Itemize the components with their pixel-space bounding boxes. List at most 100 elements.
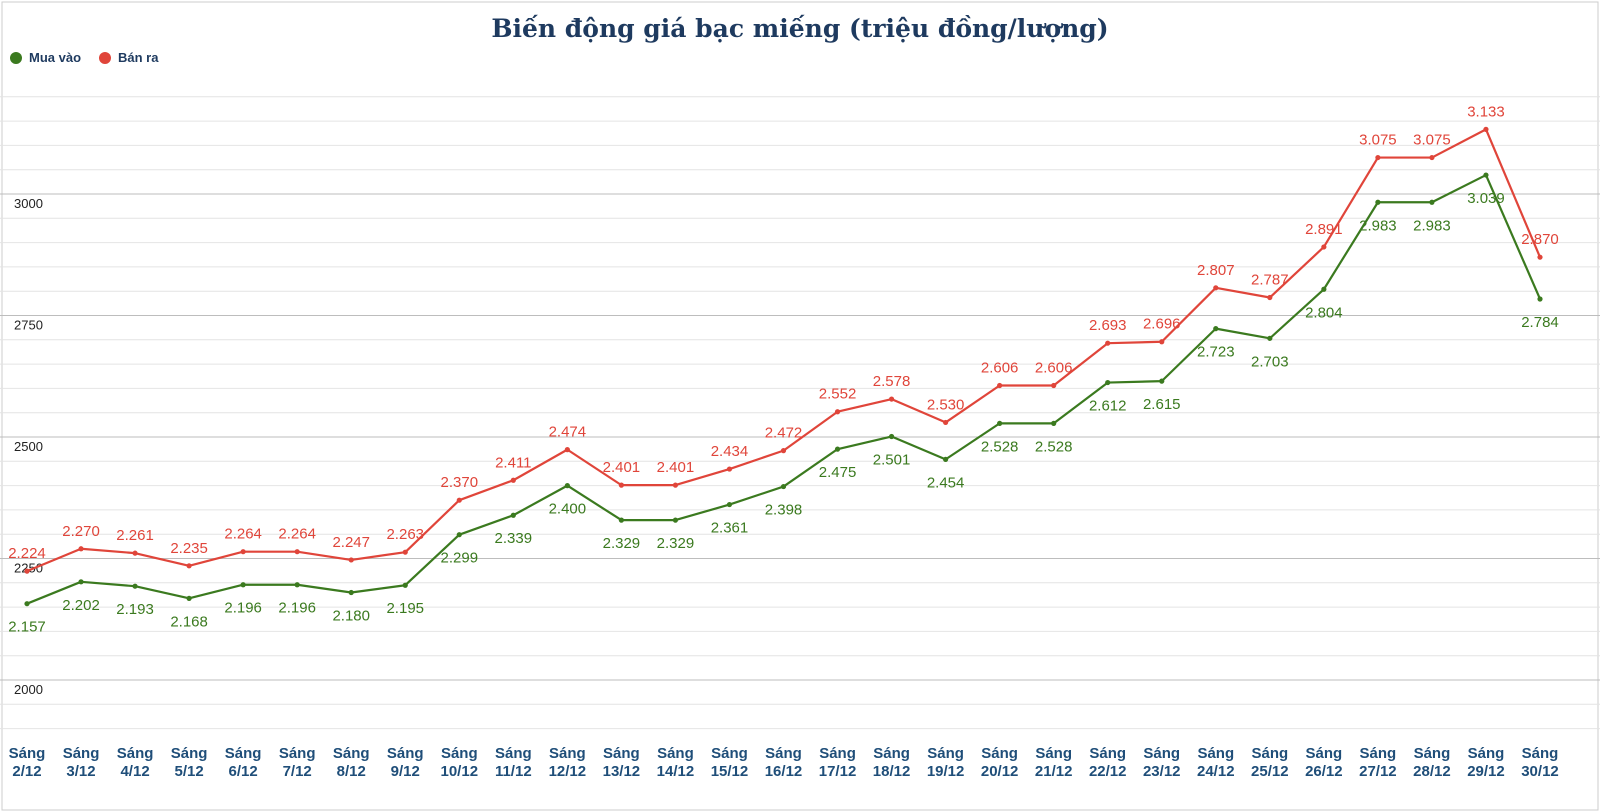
data-point xyxy=(24,601,30,607)
data-point xyxy=(672,482,679,488)
data-point xyxy=(1429,199,1435,205)
x-tick-label: Sáng xyxy=(1468,745,1505,762)
data-label: 2.784 xyxy=(1521,314,1559,331)
data-point xyxy=(402,582,408,588)
data-point xyxy=(564,447,570,453)
x-tick-label: 16/12 xyxy=(765,763,803,780)
data-point xyxy=(618,482,624,488)
data-label: 2.501 xyxy=(873,452,911,469)
x-tick-label: Sáng xyxy=(171,745,208,762)
y-tick-label: 2500 xyxy=(14,439,43,454)
data-label: 2.434 xyxy=(711,443,749,460)
data-point xyxy=(1051,420,1057,426)
data-point xyxy=(348,589,354,596)
x-tick-label: Sáng xyxy=(495,745,532,762)
x-tick-label: Sáng xyxy=(603,745,640,762)
x-tick-label: Sáng xyxy=(1089,745,1126,762)
data-point xyxy=(997,420,1003,426)
x-tick-label: 8/12 xyxy=(337,763,366,780)
x-tick-label: Sáng xyxy=(1197,745,1234,762)
y-tick-label: 3000 xyxy=(14,196,43,211)
legend-item-mua-vao[interactable]: Mua vào xyxy=(10,50,81,65)
data-point xyxy=(240,549,246,555)
data-label: 2.606 xyxy=(1035,359,1073,376)
data-label: 2.329 xyxy=(657,535,695,552)
data-point xyxy=(1537,296,1543,302)
data-label: 2.202 xyxy=(62,597,100,614)
x-tick-label: Sáng xyxy=(1414,745,1451,762)
data-label: 2.370 xyxy=(441,474,479,491)
y-tick-label: 2250 xyxy=(14,561,43,576)
x-tick-label: Sáng xyxy=(1522,745,1559,762)
data-point xyxy=(1213,326,1219,332)
data-point xyxy=(943,456,949,462)
data-point xyxy=(834,409,841,415)
data-point xyxy=(1159,339,1165,345)
x-tick-label: 12/12 xyxy=(549,763,587,780)
data-label: 2.247 xyxy=(332,534,370,551)
data-label: 2.401 xyxy=(657,459,695,476)
data-point xyxy=(1375,154,1381,161)
data-label: 2.474 xyxy=(549,424,587,441)
data-point xyxy=(888,433,895,440)
data-label: 2.807 xyxy=(1197,262,1235,279)
x-tick-label: Sáng xyxy=(387,745,424,762)
data-point xyxy=(888,396,895,402)
x-tick-label: Sáng xyxy=(117,745,154,762)
data-point xyxy=(294,582,300,588)
x-tick-label: Sáng xyxy=(873,745,910,762)
x-tick-label: 19/12 xyxy=(927,763,965,780)
x-tick-label: Sáng xyxy=(333,745,370,762)
data-label: 2.578 xyxy=(873,373,911,390)
chart-title: Biến động giá bạc miếng (triệu đồng/lượn… xyxy=(491,14,1109,43)
data-label: 2.264 xyxy=(278,526,316,543)
data-point xyxy=(943,419,949,426)
x-tick-label: Sáng xyxy=(1251,745,1288,762)
data-point xyxy=(780,448,787,454)
data-label: 2.157 xyxy=(8,619,46,636)
data-label: 2.787 xyxy=(1251,272,1289,289)
data-point xyxy=(186,595,192,601)
data-point xyxy=(726,501,733,508)
data-label: 2.361 xyxy=(711,520,749,537)
data-label: 2.411 xyxy=(495,454,531,471)
x-tick-label: 24/12 xyxy=(1197,763,1235,780)
x-tick-label: 9/12 xyxy=(391,763,420,780)
x-tick-label: Sáng xyxy=(657,745,694,762)
x-tick-label: Sáng xyxy=(1360,745,1397,762)
data-point xyxy=(186,563,192,569)
data-label: 2.804 xyxy=(1305,304,1343,321)
data-label: 2.528 xyxy=(981,438,1019,455)
data-label: 2.235 xyxy=(170,540,208,557)
x-tick-label: 29/12 xyxy=(1467,763,1505,780)
data-label: 2.224 xyxy=(8,545,46,562)
x-tick-label: 7/12 xyxy=(283,763,312,780)
data-label: 2.983 xyxy=(1413,217,1451,234)
data-point xyxy=(456,497,462,503)
data-point xyxy=(132,583,138,589)
data-label: 2.401 xyxy=(603,459,641,476)
x-tick-label: Sáng xyxy=(819,745,856,762)
data-point xyxy=(1105,340,1111,346)
data-point xyxy=(1429,154,1435,161)
x-tick-label: Sáng xyxy=(279,745,316,762)
data-point xyxy=(294,549,300,555)
data-label: 2.703 xyxy=(1251,353,1289,370)
y-tick-label: 2750 xyxy=(14,318,43,333)
data-label: 2.475 xyxy=(819,464,857,481)
data-label: 2.472 xyxy=(765,425,803,442)
data-point xyxy=(1267,335,1273,341)
x-tick-label: 18/12 xyxy=(873,763,911,780)
data-label: 2.261 xyxy=(116,527,154,544)
data-label: 2.552 xyxy=(819,386,857,403)
data-point xyxy=(780,483,787,490)
x-tick-label: Sáng xyxy=(441,745,478,762)
data-label: 2.696 xyxy=(1143,316,1181,333)
legend-item-ban-ra[interactable]: Bán ra xyxy=(99,50,158,65)
data-point xyxy=(456,532,462,538)
x-tick-label: 20/12 xyxy=(981,763,1019,780)
data-point xyxy=(24,568,30,574)
x-tick-label: 4/12 xyxy=(120,763,149,780)
x-tick-label: Sáng xyxy=(1306,745,1343,762)
